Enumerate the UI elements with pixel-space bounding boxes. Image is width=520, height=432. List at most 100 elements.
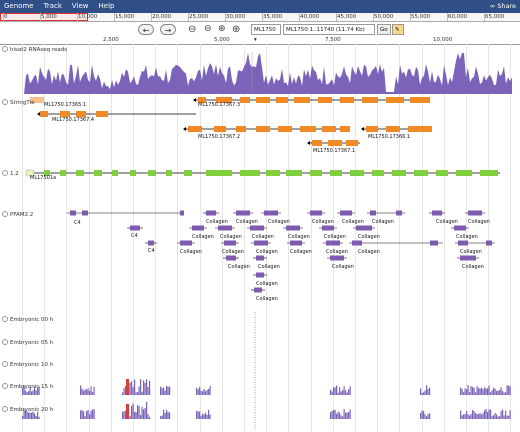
overview-tick bbox=[40, 13, 41, 21]
domain-label[interactable]: Collagen bbox=[312, 219, 334, 225]
track-label-pfam[interactable]: PFAM2.2 bbox=[2, 211, 33, 218]
menu-track[interactable]: Track bbox=[43, 2, 62, 10]
transcript-label[interactable]: ML1750.17367.2 bbox=[198, 134, 241, 140]
menu-view[interactable]: View bbox=[71, 2, 89, 10]
menu-genome[interactable]: Genome bbox=[4, 2, 34, 10]
overview-tick-label: 45,000 bbox=[337, 14, 357, 20]
transcript-label[interactable]: ML1750.17365.1 bbox=[44, 102, 87, 108]
domain-label[interactable]: Collagen bbox=[192, 234, 214, 240]
domain-label[interactable]: Collagen bbox=[436, 219, 458, 225]
overview-selection[interactable] bbox=[0, 13, 88, 21]
domain-label[interactable]: Collagen bbox=[236, 219, 258, 225]
overview-ruler[interactable]: 0 5,000 10,000 15,000 20,000 25,000 30,000 35,0… bbox=[0, 13, 520, 22]
coverage-e15 bbox=[86, 389, 88, 395]
domain-label[interactable]: Collagen bbox=[324, 234, 346, 240]
domain-label[interactable]: Collagen bbox=[342, 219, 364, 225]
domain-label[interactable]: Collagen bbox=[180, 249, 202, 255]
domain-label[interactable]: Collagen bbox=[220, 234, 242, 240]
reference-sequence-select[interactable]: ML1750 ▾ bbox=[251, 24, 281, 43]
domain-label[interactable]: Collagen bbox=[268, 219, 290, 225]
domain-label[interactable]: Collagen bbox=[462, 264, 484, 270]
ruler-label: 2,500 bbox=[103, 37, 119, 43]
track-label-embryonic-10h[interactable]: Embryonic 10 h bbox=[2, 361, 53, 368]
share-button[interactable]: ∞ Share bbox=[490, 0, 516, 13]
coverage-e20 bbox=[490, 409, 492, 419]
track-close-icon[interactable] bbox=[2, 46, 8, 52]
domain-label[interactable]: Collagen bbox=[222, 249, 244, 255]
track-label-embryonic-00h[interactable]: Embryonic 00 h bbox=[2, 316, 53, 323]
gene-label[interactable]: ML17501a bbox=[30, 175, 57, 181]
share-icon: ∞ bbox=[489, 2, 498, 10]
domain-label[interactable]: Collagen bbox=[256, 249, 278, 255]
domain-label[interactable]: Collagen bbox=[252, 234, 274, 240]
domain-label[interactable]: C4 bbox=[131, 233, 138, 239]
domain-label[interactable]: Collagen bbox=[258, 264, 280, 270]
track-close-icon[interactable] bbox=[2, 211, 8, 217]
gene-exon bbox=[392, 170, 406, 176]
domain-label[interactable]: Collagen bbox=[460, 249, 482, 255]
track-label-embryonic-05h[interactable]: Embryonic 05 h bbox=[2, 339, 53, 346]
arrow-left-icon: ← bbox=[142, 26, 150, 35]
zoom-in-icon[interactable]: ⊕ bbox=[218, 24, 226, 34]
scale-ruler: 2,500 5,000 7,500 10,000 bbox=[0, 37, 520, 45]
coverage-e20 bbox=[345, 412, 347, 419]
zoom-out-big-icon[interactable]: ⊖ bbox=[188, 24, 197, 35]
track-label-gene[interactable]: 1.2 bbox=[2, 170, 19, 177]
zoom-out-icon[interactable]: ⊖ bbox=[204, 24, 212, 34]
coverage-e20 bbox=[349, 409, 351, 419]
domain-label[interactable]: Collagen bbox=[206, 219, 228, 225]
coverage-e15 bbox=[205, 391, 207, 395]
domain-label[interactable]: C4 bbox=[148, 248, 155, 254]
domain-label[interactable]: Collagen bbox=[256, 281, 278, 287]
domain-label[interactable]: Collagen bbox=[358, 249, 380, 255]
pan-left-button[interactable]: ← bbox=[138, 24, 154, 35]
track-close-icon[interactable] bbox=[2, 383, 8, 389]
zoom-in-big-icon[interactable]: ⊕ bbox=[232, 24, 241, 35]
menu-help[interactable]: Help bbox=[98, 2, 115, 10]
track-close-icon[interactable] bbox=[2, 170, 8, 176]
coverage-e20 bbox=[29, 412, 31, 419]
domain-label[interactable]: Collagen bbox=[326, 249, 348, 255]
transcript-label[interactable]: ML1750.17366.1 bbox=[368, 134, 411, 140]
track-label-rnaseq[interactable]: hisat2 RNAseq reads bbox=[2, 46, 67, 53]
domain-label[interactable]: Collagen bbox=[290, 249, 312, 255]
coverage-e15 bbox=[485, 388, 487, 395]
pfam-domain bbox=[224, 240, 236, 246]
track-close-icon[interactable] bbox=[2, 316, 8, 322]
location-input[interactable]: ML1750:1..11740 (11.74 Kb) bbox=[283, 24, 375, 35]
track-close-icon[interactable] bbox=[2, 339, 8, 345]
coverage-e15 bbox=[134, 379, 136, 395]
track-label-embryonic-15h[interactable]: Embryonic 15 h bbox=[2, 383, 53, 390]
coverage-e20 bbox=[161, 415, 163, 419]
pfam-domain bbox=[130, 225, 140, 231]
go-button[interactable]: Go bbox=[377, 24, 391, 35]
domain-label[interactable]: Collagen bbox=[456, 234, 478, 240]
pan-right-button[interactable]: → bbox=[160, 24, 176, 35]
track-close-icon[interactable] bbox=[2, 406, 8, 412]
track-area[interactable]: hisat2 RNAseq reads StringTie 1.2 PFAM2.… bbox=[0, 44, 520, 432]
pfam-domain bbox=[82, 210, 88, 216]
transcript-label[interactable]: ML1750.17367.4 bbox=[52, 117, 95, 123]
pfam-domain bbox=[330, 255, 344, 261]
domain-label[interactable]: C4 bbox=[74, 220, 81, 226]
domain-label[interactable]: Collagen bbox=[288, 234, 310, 240]
transcript-label[interactable]: ML1750.17367.1 bbox=[313, 148, 356, 154]
grid-line bbox=[311, 44, 312, 432]
track-label-stringtie[interactable]: StringTie bbox=[2, 99, 35, 106]
highlight-button[interactable]: ✎ bbox=[392, 24, 404, 35]
track-close-icon[interactable] bbox=[2, 361, 8, 367]
domain-label[interactable]: Collagen bbox=[228, 264, 250, 270]
coverage-e20 bbox=[348, 412, 350, 419]
coverage-e20 bbox=[482, 412, 484, 419]
domain-label[interactable]: Collagen bbox=[358, 234, 380, 240]
track-label-embryonic-20h[interactable]: Embryonic 20 h bbox=[2, 406, 53, 413]
domain-label[interactable]: Collagen bbox=[468, 219, 490, 225]
domain-label[interactable]: Collagen bbox=[372, 219, 394, 225]
gene-exon bbox=[44, 170, 50, 176]
domain-label[interactable]: Collagen bbox=[256, 296, 278, 302]
domain-label[interactable]: Collagen bbox=[332, 264, 354, 270]
transcript-17367-3-exon bbox=[340, 97, 354, 103]
transcript-label[interactable]: ML1750.17367.3 bbox=[198, 102, 241, 108]
overview-tick-label: 20,000 bbox=[152, 14, 172, 20]
track-close-icon[interactable] bbox=[2, 99, 8, 105]
